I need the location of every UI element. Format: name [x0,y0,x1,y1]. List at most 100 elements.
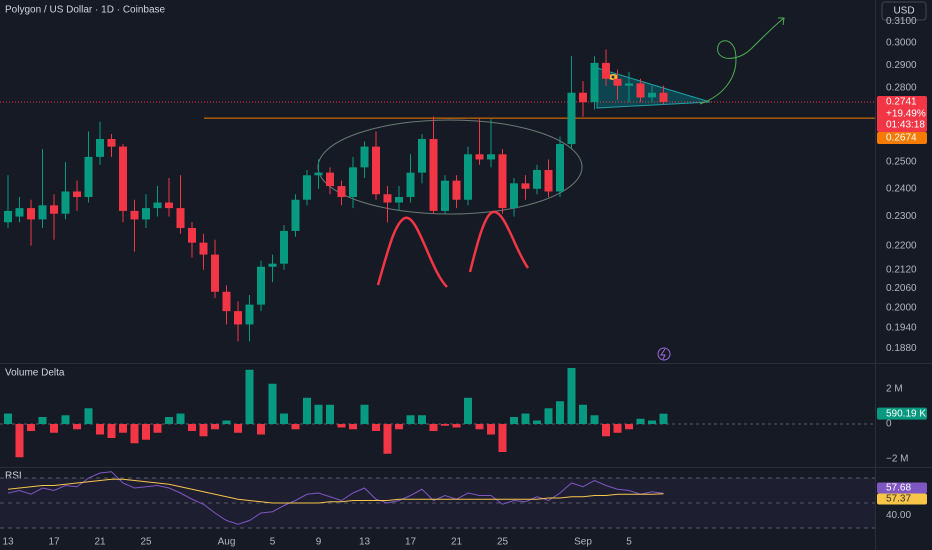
candle-body [590,62,599,103]
candle-body [314,172,323,176]
y-tick-label: −2 M [886,454,909,465]
y-tick-label: 0.2060 [886,283,917,294]
x-tick-label: Sep [574,537,592,548]
candle-body [176,208,185,229]
level-label: 0.2674 [886,133,917,144]
candle-body [567,92,576,145]
volume-bar [130,424,139,444]
eye-icon [608,74,618,80]
arrow-head [778,17,785,26]
volume-bar [27,424,35,432]
candle-body [165,202,173,209]
x-tick-label: 13 [2,537,14,548]
candle-body [142,208,150,220]
x-tick-label: 25 [140,537,152,548]
volume-bar [38,417,47,425]
rsi-line [7,471,664,525]
volume-bar [188,424,196,432]
volume-bar [544,408,553,425]
volume-bar [395,424,403,430]
volume-bar [406,415,415,425]
volume-bar [199,424,208,437]
candle-body [130,210,139,220]
arrow-drawing [699,17,785,105]
candle-body [464,154,472,200]
volume-bar [418,415,426,425]
volume-bar [165,417,173,425]
candle-body [234,311,242,325]
candle-body [533,169,541,189]
volume-bar [567,368,576,425]
pane-title: Volume Delta [5,368,65,379]
volume-bar [659,413,668,425]
volume-bar [613,424,622,433]
volume-bar [429,424,438,432]
candle-body [73,191,81,197]
y-tick-label: 0.2900 [886,60,917,71]
level-label-box [877,131,927,144]
lightning-icon[interactable] [657,347,671,361]
candle-body [107,138,116,147]
volume-bar [498,424,507,453]
change-label: +19.49% [886,109,926,120]
y-tick-label: 0.3100 [886,16,917,27]
volume-bar [153,424,162,433]
volume-bar [211,424,219,430]
x-tick-label: 9 [316,537,322,548]
y-tick-label: 0.2120 [886,264,917,275]
x-tick-label: 5 [270,537,276,548]
price-label-box [877,95,927,132]
candle-body [544,169,553,192]
candle-body [337,186,346,197]
candle-body [211,254,219,292]
candle-body [372,146,380,195]
volume-bar [326,404,334,425]
candle-body [268,263,277,267]
rsi-label-box [877,482,927,494]
candle-body [475,154,484,160]
candle-body [188,228,196,243]
volume-bar [268,383,277,425]
value-label-box [877,407,927,420]
rsi-line [7,478,664,504]
candle-body [222,291,231,312]
candle-body [452,180,461,200]
volume-bar [383,424,392,454]
candle-body [395,196,403,203]
candle-body [291,199,300,231]
candle-body [521,183,530,189]
volume-bar [314,404,323,425]
candle-body [61,191,70,214]
pane-title: RSI [5,471,22,482]
volume-bar [556,401,564,425]
volume-bar [625,424,633,430]
candle-body [636,83,645,98]
currency-button[interactable] [881,1,927,21]
currency-label[interactable]: USD [893,6,914,17]
rsi-label: 57.68 [886,483,911,494]
volume-bar [360,404,369,425]
volume-bar [61,415,70,425]
volume-bar [4,413,12,425]
volume-bar [280,413,288,425]
volume-bar [15,424,24,458]
candle-body [4,210,12,223]
volume-bar [521,413,530,425]
x-tick-label: 5 [626,537,632,548]
x-tick-label: 17 [48,537,60,548]
countdown-label: 01:43:18 [886,120,925,131]
candle-body [119,146,127,211]
volume-bar [441,424,449,426]
volume-bar [475,424,484,430]
volume-bar [487,424,495,435]
candle-body [602,62,610,79]
y-tick-label: 0.2500 [886,157,917,168]
volume-bar [648,420,656,425]
candle-body [257,266,265,305]
candle-body [349,167,357,197]
candle-body [383,194,392,203]
volume-bar [84,408,93,425]
candle-body [153,202,162,209]
candle-body [429,138,438,211]
